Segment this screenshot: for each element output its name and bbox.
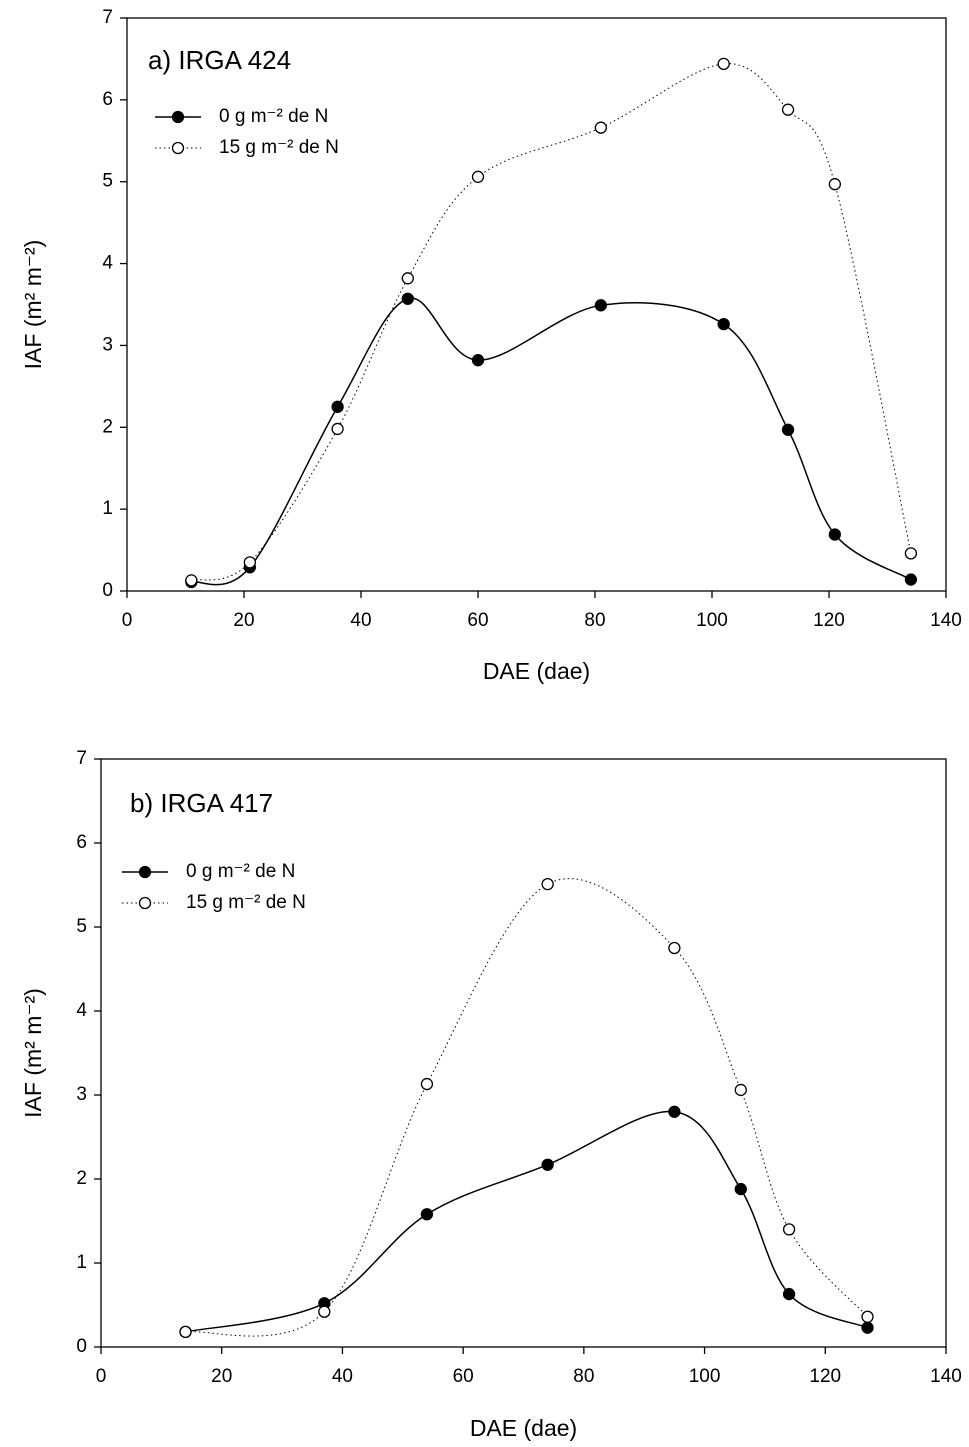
series-line (191, 297, 912, 586)
y-tick-label: 7 (102, 7, 113, 28)
y-tick-label: 0 (76, 1336, 87, 1357)
data-point (781, 103, 795, 116)
data-point (420, 1077, 434, 1091)
data-point (717, 317, 730, 331)
data-point (594, 121, 607, 134)
y-tick-label: 5 (102, 171, 113, 192)
y-tick-label: 4 (76, 1000, 87, 1021)
x-tick-label: 40 (350, 610, 371, 631)
data-point (243, 556, 257, 569)
series-line (185, 1110, 868, 1333)
legend-label: 15 g m⁻² de N (186, 892, 306, 913)
data-point (717, 57, 730, 70)
x-tick-label: 40 (332, 1366, 353, 1387)
panel-title: b) IRGA 417 (130, 788, 273, 818)
x-tick-label: 120 (813, 610, 845, 631)
data-point (861, 1321, 874, 1334)
x-axis-label: DAE (dae) (470, 1415, 577, 1441)
data-point (420, 1208, 434, 1221)
panel-title: a) IRGA 424 (148, 45, 291, 75)
data-point (734, 1083, 747, 1097)
x-axis-label: DAE (dae) (483, 658, 590, 684)
data-point (594, 299, 607, 312)
legend-marker (171, 141, 185, 155)
data-point (668, 941, 681, 955)
legend-marker (171, 110, 185, 124)
data-point (828, 528, 841, 541)
x-tick-label: 20 (211, 1366, 232, 1387)
data-point (541, 878, 554, 891)
y-tick-label: 1 (102, 498, 113, 519)
x-tick-label: 60 (453, 1366, 474, 1387)
data-point (734, 1182, 747, 1196)
series-line (185, 878, 868, 1337)
y-axis-label: IAF (m² m⁻²) (20, 240, 46, 370)
data-point (904, 573, 918, 586)
y-tick-label: 0 (102, 580, 113, 601)
y-tick-label: 5 (76, 916, 87, 937)
y-tick-label: 2 (76, 1168, 87, 1189)
data-point (828, 178, 841, 191)
data-point (471, 170, 485, 183)
data-point (861, 1310, 874, 1323)
x-tick-label: 100 (689, 1366, 721, 1387)
x-tick-label: 140 (930, 1366, 962, 1387)
y-axis-label: IAF (m² m⁻²) (20, 988, 46, 1118)
x-tick-label: 100 (696, 610, 728, 631)
y-tick-label: 3 (76, 1084, 87, 1105)
legend-marker (138, 865, 152, 879)
y-tick-label: 1 (76, 1252, 87, 1273)
plot-frame (100, 758, 947, 1348)
x-tick-label: 20 (233, 610, 254, 631)
y-tick-label: 2 (102, 416, 113, 437)
plot-frame (126, 17, 947, 592)
data-point (318, 1305, 331, 1318)
legend-marker (138, 896, 152, 910)
x-tick-label: 80 (573, 1366, 594, 1387)
data-point (781, 423, 795, 436)
data-point (179, 1325, 192, 1339)
data-point (185, 574, 198, 587)
data-point (904, 547, 918, 560)
data-point (471, 354, 485, 367)
data-point (668, 1105, 681, 1118)
legend-label: 15 g m⁻² de N (219, 137, 339, 158)
data-point (331, 400, 344, 413)
legend-label: 0 g m⁻² de N (219, 106, 328, 127)
data-point (541, 1158, 554, 1171)
y-tick-label: 6 (76, 832, 87, 853)
data-point (401, 292, 414, 305)
x-tick-label: 60 (467, 610, 488, 631)
y-tick-label: 3 (102, 334, 113, 355)
x-tick-label: 0 (122, 610, 133, 631)
data-point (331, 422, 344, 436)
y-tick-label: 4 (102, 253, 113, 274)
data-point (782, 1223, 796, 1236)
x-tick-label: 140 (930, 610, 962, 631)
x-tick-label: 80 (584, 610, 605, 631)
data-point (401, 272, 414, 285)
data-point (782, 1287, 796, 1301)
x-tick-label: 120 (809, 1366, 841, 1387)
legend-label: 0 g m⁻² de N (186, 861, 295, 882)
y-tick-label: 7 (76, 748, 87, 769)
x-tick-label: 0 (96, 1366, 107, 1387)
y-tick-label: 6 (102, 89, 113, 110)
